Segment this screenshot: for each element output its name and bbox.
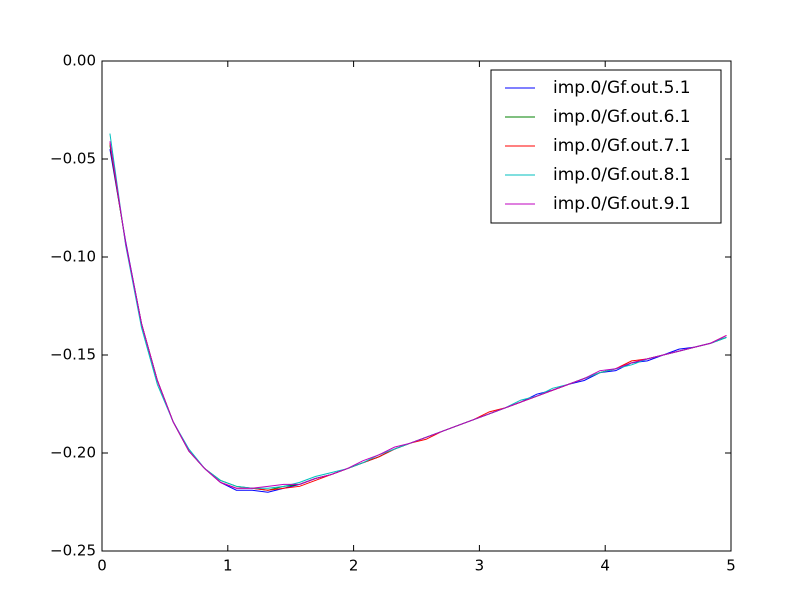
x-tick-label: 2 (349, 557, 359, 575)
y-tick-label: −0.20 (50, 444, 96, 462)
x-tick-label: 4 (600, 557, 610, 575)
y-tick-label: −0.25 (50, 542, 96, 560)
legend-label: imp.0/Gf.out.5.1 (553, 78, 691, 98)
plot-frame (101, 60, 732, 552)
series-line (109, 141, 727, 489)
y-tick-label: 0.00 (63, 52, 96, 70)
legend-label: imp.0/Gf.out.9.1 (553, 194, 691, 214)
legend-label: imp.0/Gf.out.6.1 (553, 107, 691, 127)
legend-label: imp.0/Gf.out.8.1 (553, 165, 691, 185)
y-tick-label: −0.10 (50, 248, 96, 266)
y-tick-label: −0.05 (50, 150, 96, 168)
x-tick-label: 5 (726, 557, 736, 575)
legend: imp.0/Gf.out.5.1 imp.0/Gf.out.6.1 imp.0/Gf… (490, 69, 722, 224)
x-tick-label: 1 (223, 557, 233, 575)
legend-label: imp.0/Gf.out.7.1 (553, 136, 691, 156)
y-tick-label: −0.15 (50, 346, 96, 364)
x-tick-label: 3 (475, 557, 485, 575)
x-tick-label: 0 (97, 557, 107, 575)
